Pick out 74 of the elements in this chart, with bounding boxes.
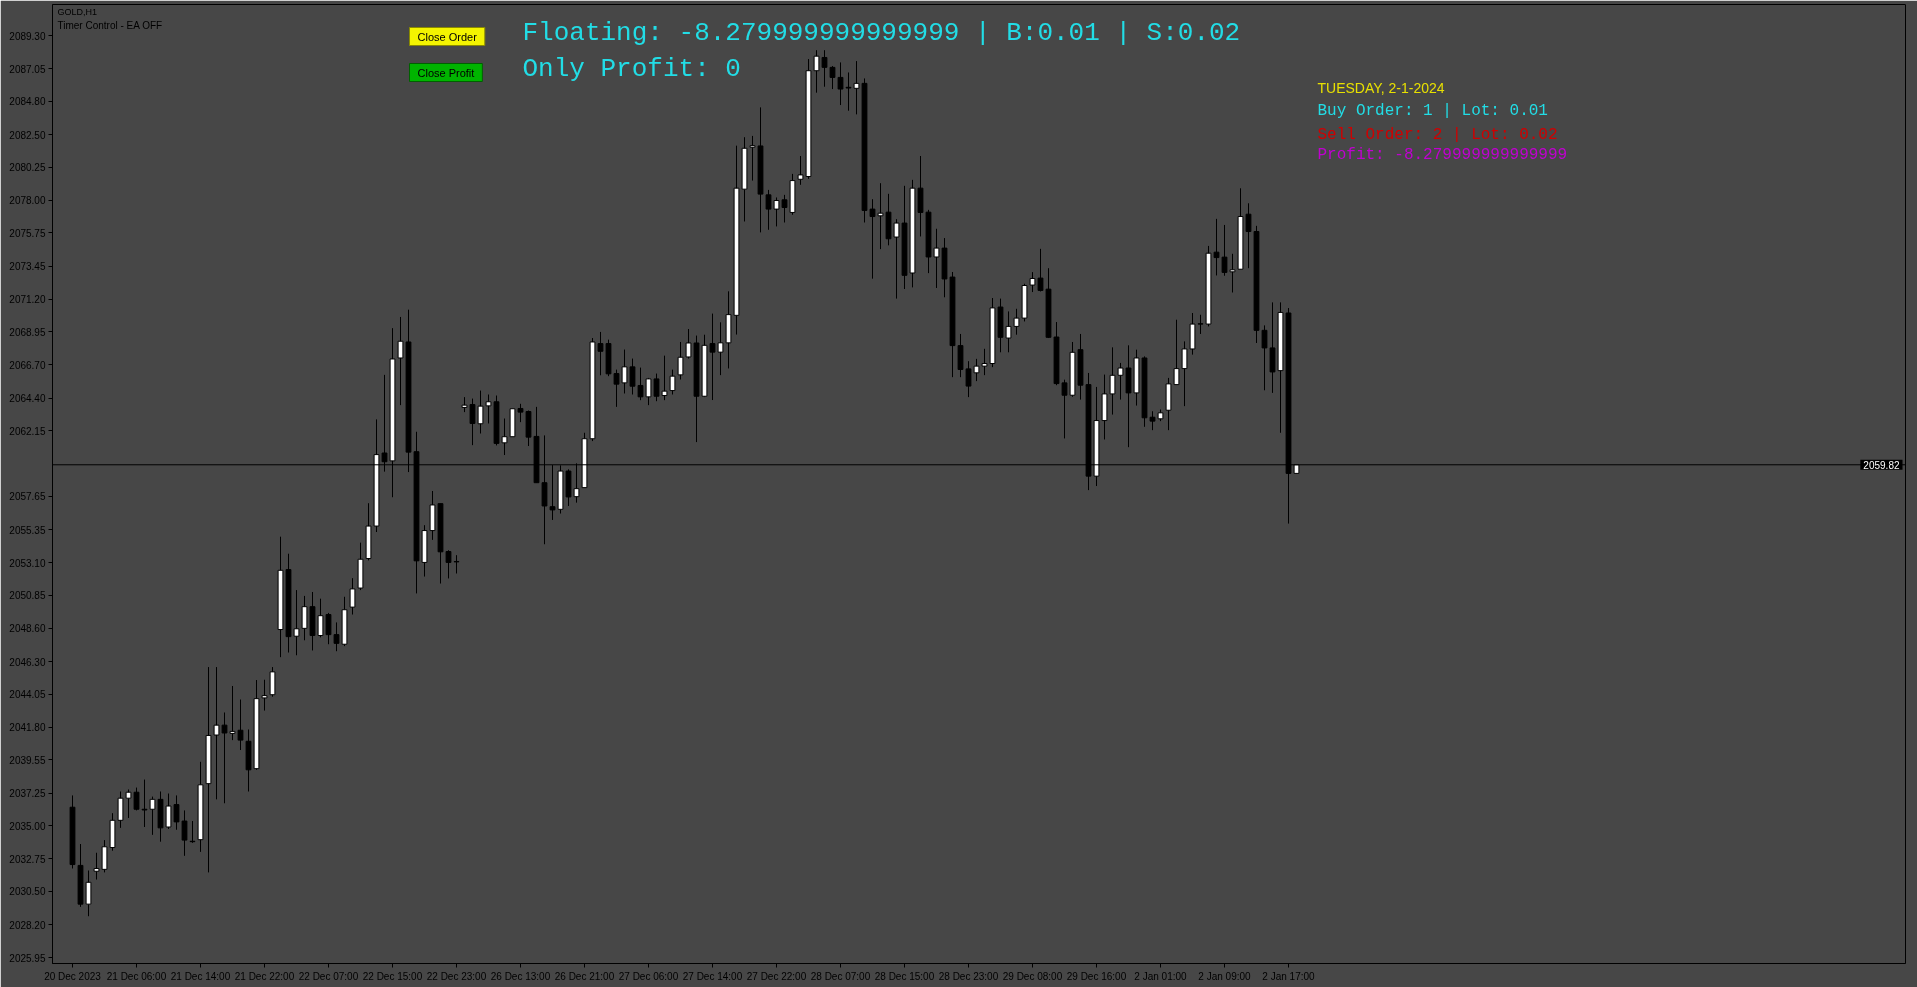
y-tick-label: 2066.70 [9, 359, 46, 371]
y-tick-label: 2084.80 [9, 96, 46, 108]
candlestick [261, 679, 268, 712]
y-tick-label: 2025.95 [9, 952, 46, 964]
y-tick-label: 2046.30 [9, 656, 46, 668]
x-tick-label: 26 Dec 13:00 [490, 970, 551, 982]
y-tick-label: 2037.25 [9, 788, 46, 800]
text: Profit: -8.279999999999999 [1317, 145, 1568, 164]
x-tick-label: 27 Dec 14:00 [682, 970, 743, 982]
candlestick [1013, 308, 1020, 336]
y-tick-label: 2089.30 [9, 30, 46, 42]
x-tick-label: 28 Dec 15:00 [874, 970, 935, 982]
x-tick-label: 28 Dec 07:00 [810, 970, 871, 982]
text: Buy Order: 1 | Lot: 0.01 [1317, 101, 1548, 120]
y-tick-label: 2071.20 [9, 294, 46, 306]
y-tick-label: 2078.00 [9, 195, 46, 207]
y-tick-label: 2050.85 [9, 590, 46, 602]
chart-title: GOLD,H1 [57, 6, 98, 17]
annotation: Only Profit: 0 [522, 53, 741, 84]
candlestick [1181, 340, 1188, 407]
x-tick-label: 22 Dec 15:00 [362, 970, 423, 982]
x-tick-label: 20 Dec 2023 [44, 970, 102, 982]
x-tick-label: 27 Dec 22:00 [746, 970, 807, 982]
candlestick [141, 779, 148, 828]
x-tick-label: 21 Dec 22:00 [234, 970, 295, 982]
y-tick-label: 2082.50 [9, 129, 46, 141]
x-tick-label: 29 Dec 16:00 [1066, 970, 1127, 982]
candlestick [1261, 324, 1268, 391]
x-tick-label: 21 Dec 06:00 [106, 970, 167, 982]
candlestick [269, 666, 276, 698]
candlestick [1109, 346, 1116, 416]
x-tick-label: 2 Jan 09:00 [1198, 970, 1252, 982]
candlestick [349, 577, 356, 616]
candlestick [189, 820, 196, 844]
y-tick-label: 2041.80 [9, 722, 46, 734]
y-tick-label: 2044.05 [9, 689, 46, 701]
y-tick-label: 2068.95 [9, 326, 46, 338]
candlestick [669, 369, 676, 395]
x-tick-label: 2 Jan 01:00 [1134, 970, 1188, 982]
y-tick-label: 2075.75 [9, 227, 46, 239]
annotation: Close Profit [417, 66, 475, 79]
candlestick [453, 554, 460, 574]
annotation: Timer Control - EA OFF [57, 19, 163, 31]
y-tick-label: 2087.05 [9, 63, 46, 75]
y-tick-label: 2028.20 [9, 919, 46, 931]
y-tick-label: 2073.45 [9, 261, 46, 273]
x-tick-label: 22 Dec 07:00 [298, 970, 359, 982]
x-tick-label: 29 Dec 08:00 [1002, 970, 1063, 982]
x-tick-label: 26 Dec 21:00 [554, 970, 615, 982]
x-tick-label: 27 Dec 06:00 [618, 970, 679, 982]
x-tick-label: 21 Dec 14:00 [170, 970, 231, 982]
x-tick-label: 2 Jan 17:00 [1262, 970, 1316, 982]
candlestick [829, 65, 836, 90]
y-tick-label: 2030.50 [9, 886, 46, 898]
text: Sell Order: 2 | Lot: 0.02 [1317, 125, 1558, 144]
y-tick-label: 2035.00 [9, 820, 46, 832]
ref-line-label: 2059.82 [1863, 459, 1900, 471]
y-tick-label: 2055.35 [9, 524, 46, 536]
annotation: Close Order [417, 30, 478, 43]
candlestick [117, 790, 124, 829]
y-tick-label: 2080.25 [9, 162, 46, 174]
y-tick-label: 2053.10 [9, 557, 46, 569]
y-tick-label: 2062.15 [9, 425, 46, 437]
y-tick-label: 2064.40 [9, 393, 46, 405]
x-tick-label: 22 Dec 23:00 [426, 970, 487, 982]
candlestick [1197, 314, 1204, 335]
y-tick-label: 2048.60 [9, 623, 46, 635]
candlestick [677, 341, 684, 381]
y-tick-label: 2032.75 [9, 853, 46, 865]
x-tick-label: 28 Dec 23:00 [938, 970, 999, 982]
annotation: Floating: -8.279999999999999 | B:0.01 | S:0.02 [522, 17, 1241, 48]
y-tick-label: 2057.65 [9, 491, 46, 503]
y-tick-label: 2039.55 [9, 754, 46, 766]
text: TUESDAY, 2-1-2024 [1317, 79, 1445, 96]
